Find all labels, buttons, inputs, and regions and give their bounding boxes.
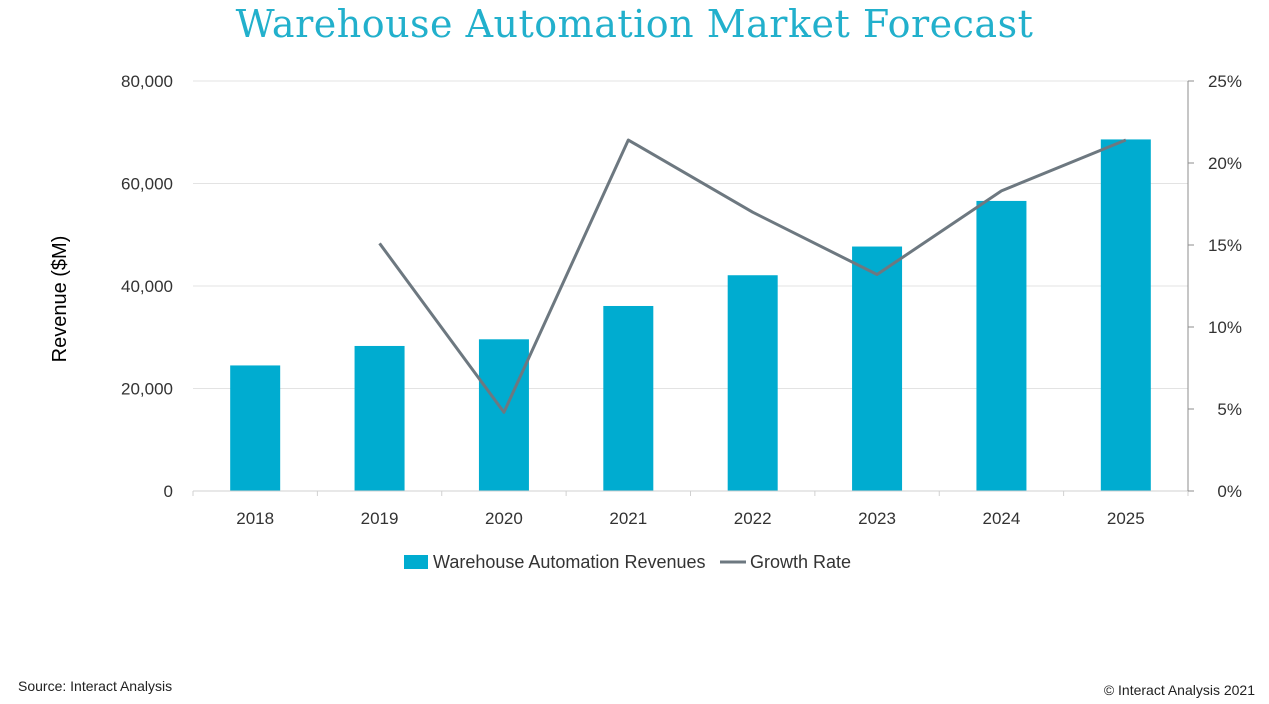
bar-2023 xyxy=(852,246,903,491)
axes xyxy=(192,80,1194,496)
y2-tick-label: 20% xyxy=(1208,154,1242,173)
x-tick-label: 2025 xyxy=(1107,509,1145,528)
y2-tick-label: 5% xyxy=(1217,400,1242,419)
line-series xyxy=(378,138,1127,414)
legend-label-growth: Growth Rate xyxy=(750,552,851,572)
y2-tick-label: 15% xyxy=(1208,236,1242,255)
x-tick-label: 2019 xyxy=(361,509,399,528)
y-tick-label: 40,000 xyxy=(121,277,173,296)
x-tick-label: 2022 xyxy=(734,509,772,528)
y-tick-label: 0 xyxy=(164,482,173,501)
legend-label-revenues: Warehouse Automation Revenues xyxy=(433,552,706,572)
x-tick-label: 2020 xyxy=(485,509,523,528)
bar-2021 xyxy=(603,305,654,491)
x-tick-label: 2023 xyxy=(858,509,896,528)
bar-2024 xyxy=(976,200,1027,492)
y-tick-label: 60,000 xyxy=(121,175,173,194)
y-tick-label: 20,000 xyxy=(121,380,173,399)
bar-2020 xyxy=(478,339,529,491)
gridlines xyxy=(193,80,1188,389)
source-note: Source: Interact Analysis xyxy=(18,678,173,694)
bar-2018 xyxy=(230,365,281,491)
legend: Warehouse Automation Revenues Growth Rate xyxy=(404,552,851,572)
y2-tick-label: 10% xyxy=(1208,318,1242,337)
x-tick-label: 2018 xyxy=(236,509,274,528)
chart-title: Warehouse Automation Market Forecast xyxy=(235,2,1034,46)
y-axis-label: Revenue ($M) xyxy=(49,236,71,363)
y2-tick-label: 0% xyxy=(1217,482,1242,501)
bar-series xyxy=(230,139,1151,492)
x-tick-label: 2024 xyxy=(983,509,1021,528)
legend-swatch-revenues xyxy=(404,555,428,569)
bar-2022 xyxy=(727,275,778,491)
y-tick-label: 80,000 xyxy=(121,72,173,91)
bar-2025 xyxy=(1100,139,1151,492)
copyright-note: © Interact Analysis 2021 xyxy=(1103,682,1255,698)
x-tick-label: 2021 xyxy=(609,509,647,528)
bar-2019 xyxy=(354,345,405,491)
tick-labels: 0 20,000 40,000 60,000 80,000 0% 5% 10% 15% 20% 25… xyxy=(121,72,1242,528)
y2-tick-label: 25% xyxy=(1208,72,1242,91)
